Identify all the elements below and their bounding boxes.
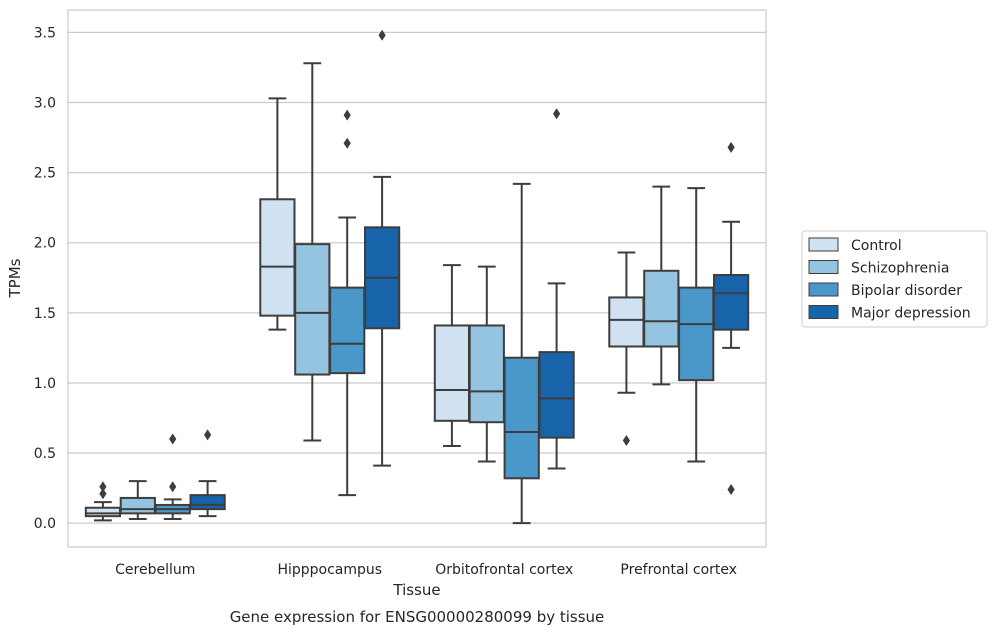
box [121, 498, 155, 513]
box [679, 288, 713, 381]
y-tick-label: 1.5 [34, 306, 56, 322]
y-tick-label: 0.5 [34, 446, 56, 462]
box [470, 325, 504, 422]
y-tick-label: 2.0 [34, 236, 56, 252]
box-group [190, 429, 224, 516]
y-tick-label: 3.5 [34, 25, 56, 41]
chart-caption: Gene expression for ENSG00000280099 by t… [230, 608, 605, 626]
boxplot-chart: 0.0 0.5 1.0 1.5 2.0 2.5 3.0 3.5 Cerebellum Hippp… [0, 0, 997, 634]
box-group [539, 108, 573, 468]
legend-swatch [809, 283, 838, 296]
legend-label: Major depression [851, 306, 971, 322]
outlier-point [623, 435, 630, 446]
legend-label: Schizophrenia [851, 261, 949, 277]
box [330, 288, 364, 374]
y-tick-label: 1.0 [34, 376, 56, 392]
x-tick-label: Prefrontal cortex [620, 562, 737, 578]
box [435, 325, 469, 420]
x-tick-label: Orbitofrontal cortex [435, 562, 573, 578]
x-tick-label: Hipppocampus [277, 562, 382, 578]
y-tick-label: 3.0 [34, 96, 56, 112]
legend-label: Bipolar disorder [851, 283, 962, 299]
box-group [609, 253, 643, 446]
outlier-point [728, 142, 735, 153]
x-tick-labels: Cerebellum Hipppocampus Orbitofrontal cort… [115, 562, 737, 578]
box [609, 297, 643, 346]
x-axis-label: Tissue [392, 581, 440, 599]
box [644, 271, 678, 347]
boxes [86, 30, 748, 523]
box-group [679, 188, 713, 461]
legend-label: Control [851, 238, 902, 254]
box-group [86, 481, 120, 520]
box-group [470, 267, 504, 462]
outlier-point [344, 110, 351, 121]
y-axis-label: TPMs [6, 258, 24, 298]
outlier-point [99, 481, 106, 492]
outlier-point [169, 481, 176, 492]
y-tick-label: 2.5 [34, 166, 56, 182]
box [505, 358, 539, 479]
box-group [330, 110, 364, 495]
box-group [121, 481, 155, 519]
box-group [365, 30, 399, 466]
legend-swatch [809, 238, 838, 251]
outlier-point [728, 484, 735, 495]
legend: Control Schizophrenia Bipolar disorder Majo… [802, 231, 987, 327]
outlier-point [379, 30, 386, 41]
box-group [505, 184, 539, 523]
legend-swatch [809, 261, 838, 274]
box-group [435, 265, 469, 446]
box [86, 508, 120, 516]
y-tick-label: 0.0 [34, 516, 56, 532]
box-group [714, 142, 748, 495]
box [295, 244, 329, 374]
box [714, 275, 748, 330]
box [539, 352, 573, 438]
box-group [260, 98, 294, 329]
box-group [644, 187, 678, 385]
y-tick-labels: 0.0 0.5 1.0 1.5 2.0 2.5 3.0 3.5 [34, 25, 56, 532]
outlier-point [204, 429, 211, 440]
x-tick-label: Cerebellum [115, 562, 195, 578]
box-group [156, 434, 190, 519]
box [190, 495, 224, 509]
outlier-point [553, 108, 560, 119]
box-group [295, 63, 329, 440]
box [260, 199, 294, 315]
outlier-point [169, 434, 176, 445]
legend-swatch [809, 306, 838, 319]
outlier-point [344, 138, 351, 149]
